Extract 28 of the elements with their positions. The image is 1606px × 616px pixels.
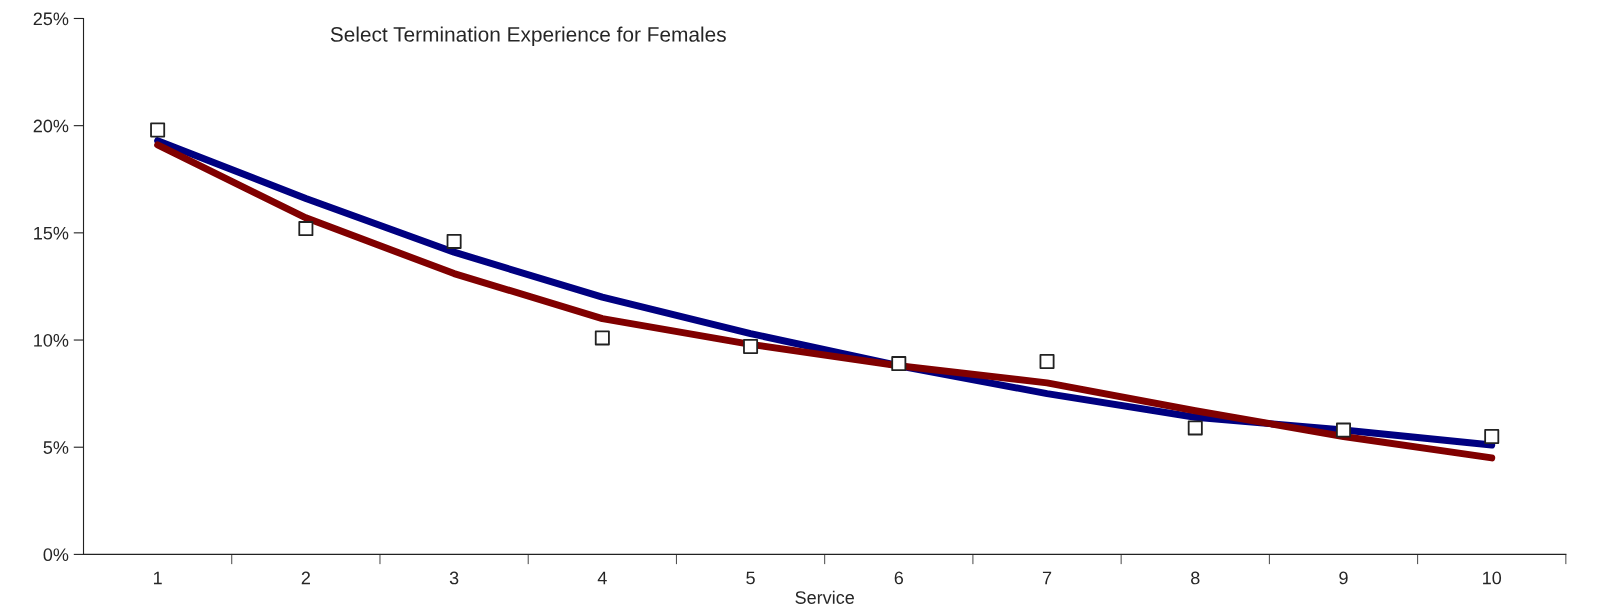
point — [1484, 429, 1500, 444]
y-tick-label: 5% — [43, 441, 69, 454]
point — [1336, 422, 1351, 438]
point — [150, 122, 166, 138]
y-tick-label: 0% — [43, 548, 69, 562]
x-tick-label: 10 — [1483, 571, 1502, 585]
chart-title: Select Termination Experience for Females — [330, 26, 726, 46]
x-tick-label: 2 — [301, 571, 310, 585]
point — [1039, 353, 1055, 369]
point — [1187, 420, 1203, 436]
x-tick-label: 3 — [449, 571, 459, 585]
point — [594, 330, 610, 346]
x-tick-label: 5 — [746, 571, 755, 585]
y-tick-label: 25% — [33, 12, 69, 26]
x-tick-label: 6 — [894, 571, 904, 585]
point — [446, 233, 462, 249]
point — [298, 221, 314, 237]
x-tick-label: 4 — [597, 571, 607, 585]
point — [891, 356, 907, 372]
y-tick-label: 15% — [34, 226, 69, 240]
x-tick-label: 1 — [153, 571, 162, 585]
x-tick-label: 7 — [1042, 571, 1052, 585]
x-tick-label: 8 — [1191, 571, 1200, 585]
point — [743, 338, 759, 354]
y-tick-label: 20% — [33, 119, 69, 133]
y-tick-label: 10% — [34, 333, 69, 347]
x-tick-label: 9 — [1339, 571, 1348, 585]
x-axis-title: Service — [795, 590, 854, 604]
